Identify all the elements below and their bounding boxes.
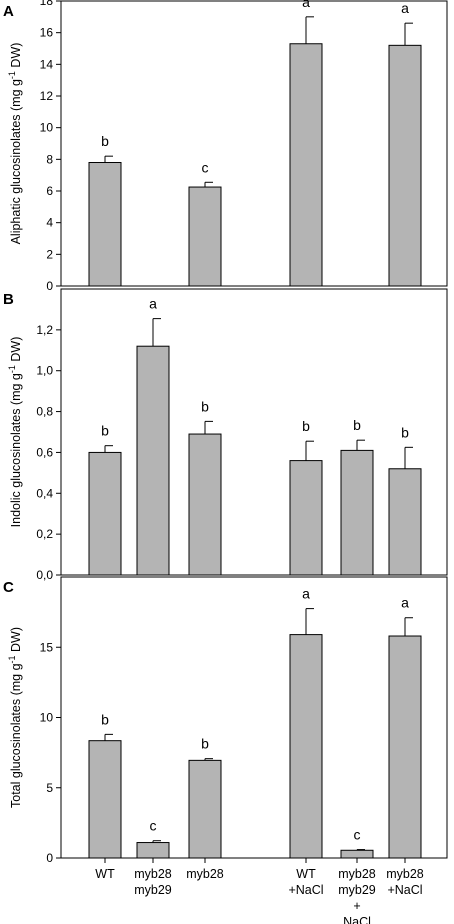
y-tick-label: 0,6 — [36, 445, 53, 459]
x-tick-label: WT — [95, 867, 115, 881]
panel-b: B 0,0 0,2 0,4 0,6 0,8 1,0 1,2 Indolic glucosinol… — [3, 288, 448, 582]
x-tick-label: WT +NaCl — [288, 867, 323, 897]
bar — [136, 345, 170, 576]
significance-letter: b — [353, 417, 361, 433]
y-tick-label: 18 — [40, 0, 54, 8]
y-tick-label: 10 — [40, 121, 54, 135]
y-tick-label: 0,2 — [36, 527, 53, 541]
panel-label: C — [3, 579, 14, 596]
y-tick-label: 8 — [46, 152, 53, 166]
bar — [188, 433, 222, 576]
bar — [388, 635, 422, 859]
x-tick-label: myb28 myb29 + NaCl — [338, 867, 376, 924]
bar — [340, 449, 374, 576]
y-tick-label: 16 — [40, 26, 54, 40]
significance-letter: b — [101, 423, 109, 439]
panel-a: A 0 2 4 6 8 10 12 14 16 18 Aliphatic glucosinolates… — [3, 0, 448, 293]
bar — [88, 451, 122, 576]
significance-letter: b — [201, 736, 209, 752]
y-tick-label: 4 — [46, 216, 53, 230]
x-tick-label: myb28 +NaCl — [386, 867, 424, 897]
y-tick-label: 0,8 — [36, 405, 53, 419]
y-tick-label: 0,0 — [36, 568, 53, 582]
significance-letter: a — [302, 586, 310, 602]
significance-letter: c — [150, 818, 157, 834]
y-tick-label: 1,2 — [36, 323, 53, 337]
y-axis-label: Total glucosinolates (mg g-1 DW) — [7, 627, 23, 808]
significance-letter: a — [149, 296, 157, 312]
panel-label: A — [3, 3, 14, 20]
y-axis-label: Aliphatic glucosinolates (mg g-1 DW) — [7, 43, 23, 245]
plot-frame — [60, 0, 448, 287]
bar — [188, 186, 222, 287]
y-tick-label: 10 — [40, 711, 54, 725]
significance-letter: a — [401, 0, 409, 16]
bar — [289, 460, 323, 576]
panel-label: B — [3, 291, 14, 308]
y-tick-label: 5 — [46, 781, 53, 795]
x-tick-label: myb28 myb29 — [134, 867, 172, 897]
significance-letter: c — [202, 159, 209, 175]
y-tick-label: 0 — [46, 279, 53, 293]
bar — [340, 849, 374, 859]
y-tick-label: 14 — [40, 57, 54, 71]
y-tick-label: 12 — [40, 89, 54, 103]
bar — [388, 44, 422, 287]
y-tick-label: 2 — [46, 247, 53, 261]
bar — [88, 740, 122, 859]
y-tick-label: 0 — [46, 851, 53, 865]
bar — [88, 162, 122, 287]
y-tick-label: 6 — [46, 184, 53, 198]
y-tick-label: 1,0 — [36, 364, 53, 378]
significance-letter: b — [302, 418, 310, 434]
panel-c: C 0 5 10 15 Total glucosinolates (mg g-1 DW) b… — [3, 576, 448, 924]
bar — [289, 43, 323, 287]
y-tick-label: 15 — [40, 640, 54, 654]
significance-letter: a — [302, 0, 310, 10]
significance-letter: c — [354, 827, 361, 843]
significance-letter: a — [401, 595, 409, 611]
bar — [388, 468, 422, 576]
bar — [136, 842, 170, 859]
significance-letter: b — [201, 398, 209, 414]
significance-letter: b — [401, 424, 409, 440]
bar — [289, 634, 323, 859]
bar — [188, 759, 222, 859]
significance-letter: b — [101, 711, 109, 727]
y-axis-label: Indolic glucosinolates (mg g-1 DW) — [7, 337, 23, 528]
plot-frame — [60, 288, 448, 576]
significance-letter: b — [101, 133, 109, 149]
y-tick-label: 0,4 — [36, 486, 53, 500]
x-tick-label: myb28 — [186, 867, 224, 881]
